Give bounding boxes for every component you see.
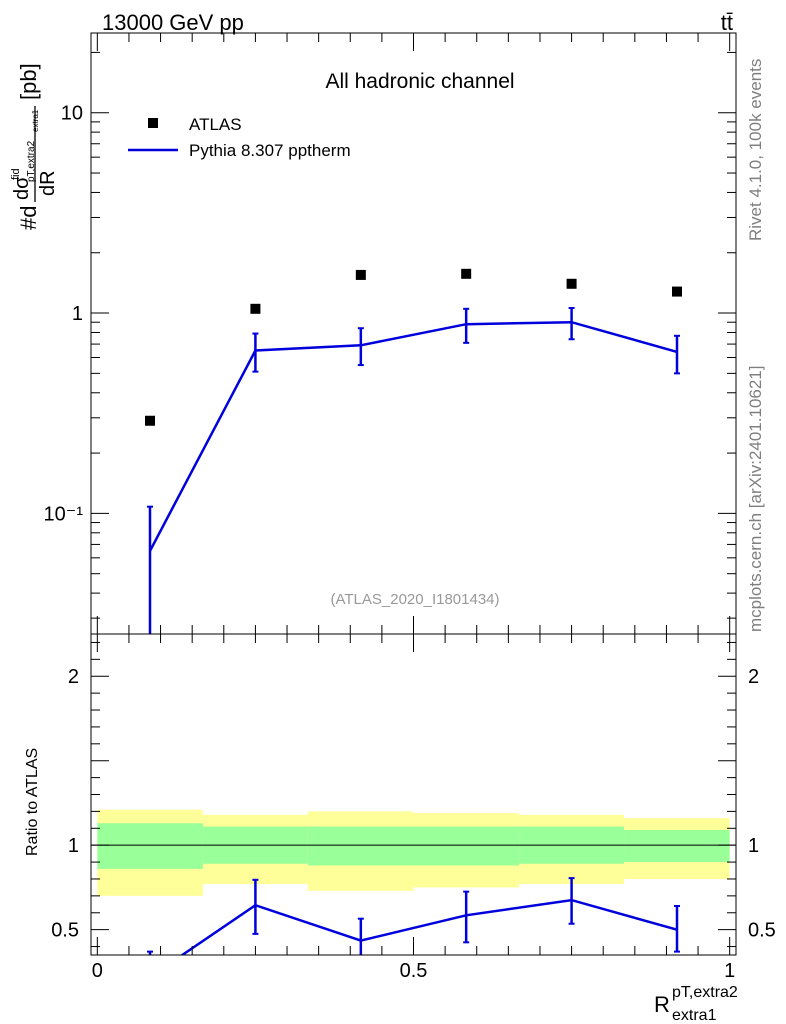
band-inner — [413, 826, 520, 866]
ratio-ytick-label-right: 2 — [748, 666, 759, 688]
legend-mc-label: Pythia 8.307 pptherm — [189, 141, 351, 160]
ratio-xtick-label: 1 — [724, 960, 735, 982]
data-point — [566, 278, 577, 289]
mc-line — [148, 320, 678, 552]
process-label: tt̄ — [721, 10, 733, 35]
ratio-ytick-label-left: 0.5 — [51, 920, 79, 942]
ratio-panel: 0.5 0.5 1 1 2 2 0 0.5 1 — [51, 633, 776, 982]
ratio-xtick-label: 0 — [92, 960, 103, 982]
band-inner — [307, 826, 414, 866]
band-inner — [624, 829, 730, 863]
svg-text:dσ: dσ — [11, 176, 33, 200]
svg-text:pT,extra2: pT,extra2 — [26, 140, 37, 182]
energy-label: 13000 GeV pp — [102, 10, 244, 35]
svg-text:#d: #d — [16, 206, 41, 230]
channel-title: All hadronic channel — [325, 70, 514, 93]
ratio-xtick-label: 0.5 — [400, 960, 428, 982]
svg-text:dR: dR — [37, 170, 59, 196]
mcplots-label: mcplots.cern.ch [arXiv:2401.10621] — [746, 366, 765, 632]
ratio-ytick-label-right: 0.5 — [748, 920, 776, 942]
x-axis-title: R pT,extra2 extra1 — [654, 984, 738, 1024]
data-point — [144, 415, 155, 426]
ratio-ytick-label-right: 1 — [748, 835, 759, 857]
data-point — [672, 286, 683, 297]
main-ytick-label: 10⁻¹ — [44, 503, 84, 525]
main-panel: 10 1 10⁻¹ — [44, 32, 737, 635]
legend: ATLAS Pythia 8.307 pptherm — [128, 115, 351, 160]
band-inner — [97, 823, 203, 869]
svg-text:extra1: extra1 — [672, 1007, 717, 1024]
analysis-id: (ATLAS_2020_I1801434) — [330, 591, 499, 608]
svg-text:[pb]: [pb] — [16, 63, 41, 100]
svg-text:pT,extra2: pT,extra2 — [672, 984, 738, 1001]
data-point — [355, 269, 366, 280]
ratio-mc-line — [180, 898, 678, 955]
rivet-label: Rivet 4.1.0, 100k events — [746, 59, 765, 241]
ratio-ytick-label-left: 2 — [68, 666, 79, 688]
ratio-frame — [90, 633, 737, 956]
legend-data-marker — [148, 118, 158, 128]
ratio-ylabel: Ratio to ATLAS — [24, 748, 41, 856]
svg-text:fid: fid — [10, 168, 22, 180]
main-ytick-label: 1 — [72, 303, 83, 325]
legend-data-label: ATLAS — [189, 115, 242, 134]
data-point — [461, 268, 472, 279]
ratio-series — [146, 877, 681, 955]
data-point — [250, 303, 261, 314]
main-ylabel: #d dσ fid pT,extra2 extra1 dR [pb] — [10, 63, 59, 230]
main-ytick-label: 10 — [61, 103, 83, 125]
ratio-ytick-label-left: 1 — [68, 835, 79, 857]
svg-text:R: R — [654, 992, 670, 1017]
